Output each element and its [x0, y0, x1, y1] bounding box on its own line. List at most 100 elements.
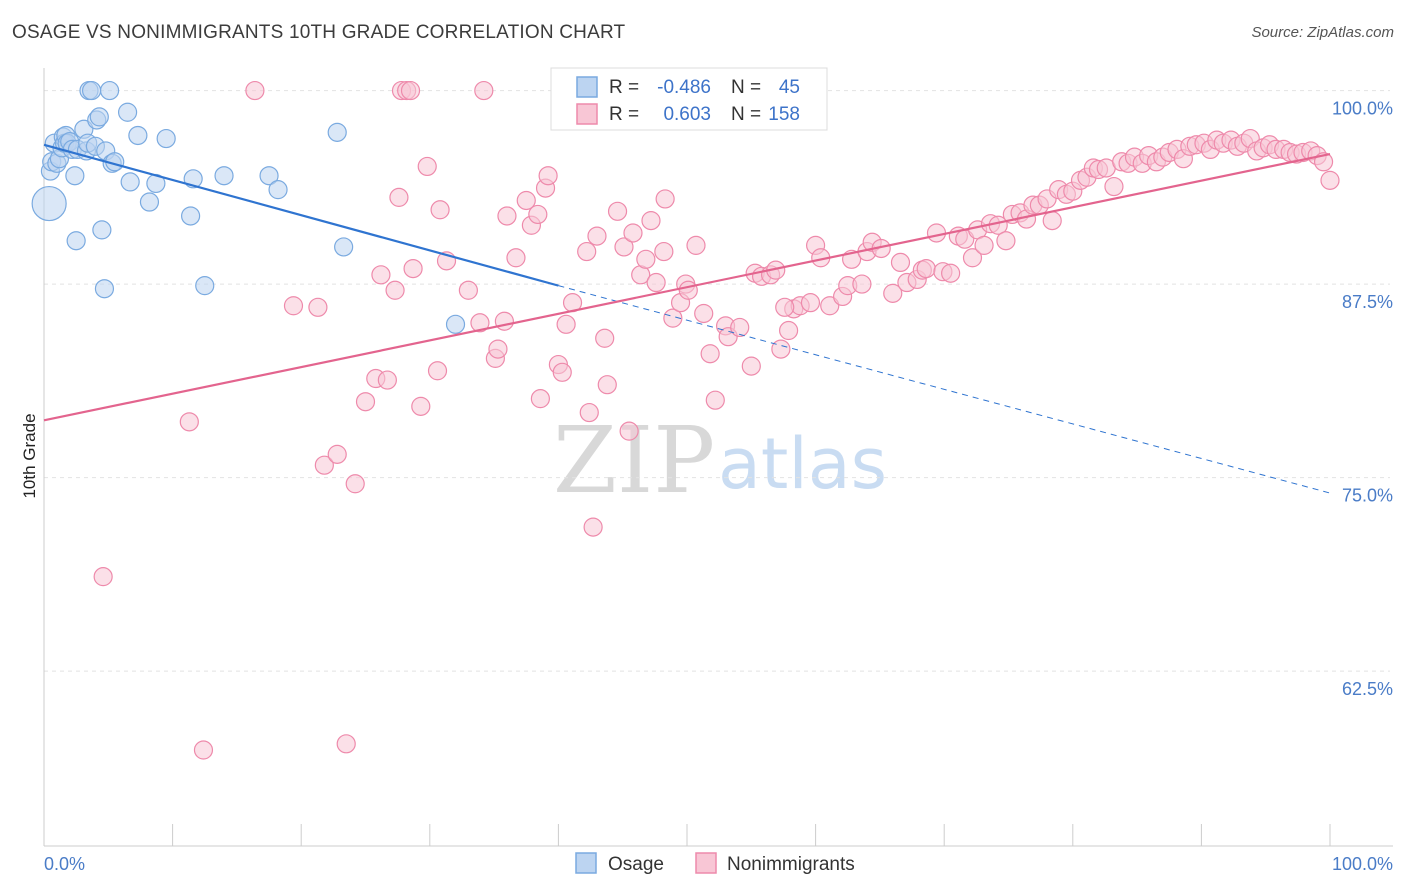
osage-n-value: 45: [779, 77, 800, 98]
nonimmigrants-point: [1320, 170, 1340, 190]
nonimmigrants-n-value: 158: [768, 104, 800, 125]
nonimmigrants-swatch-icon: [576, 103, 598, 125]
nonimmigrants-point: [93, 567, 113, 587]
nonimmigrants-point: [389, 187, 409, 207]
nonimmigrants-point: [371, 265, 391, 285]
nonimmigrants-point: [646, 272, 666, 293]
nonimmigrants-point: [583, 517, 603, 537]
osage-point: [117, 102, 138, 122]
y-tick-label-2: 87.5%: [1342, 292, 1393, 312]
stats-legend: R = -0.486 N = 45 R = 0.603 N = 158: [550, 67, 828, 131]
nonimmigrants-point: [411, 396, 431, 416]
nonimmigrants-point: [530, 389, 550, 409]
nonimmigrants-point: [579, 402, 599, 423]
nonimmigrants-point: [614, 237, 634, 257]
nonimmigrants-n-label: N =: [731, 104, 761, 125]
x-tick-label-min: 0.0%: [44, 854, 85, 874]
nonimmigrants-r-value: 0.603: [663, 104, 711, 125]
y-tick-label-1: 75.0%: [1342, 486, 1393, 506]
nonimmigrants-point: [506, 248, 526, 268]
watermark-atlas: atlas: [718, 423, 887, 505]
nonimmigrants-point: [775, 297, 795, 317]
osage-point: [214, 166, 234, 186]
legend-osage-label: Osage: [608, 854, 664, 875]
osage-point: [259, 166, 279, 186]
nonimmigrants-point: [655, 189, 675, 209]
nonimmigrants-point: [686, 235, 706, 255]
nonimmigrants-r-label: R =: [609, 104, 639, 125]
nonimmigrants-point: [962, 248, 983, 268]
nonimmigrants-point: [314, 455, 334, 475]
nonimmigrants-point: [308, 297, 328, 317]
osage-point: [327, 122, 347, 142]
osage-point: [120, 172, 140, 192]
nonimmigrants-trendline: [43, 152, 1331, 422]
nonimmigrants-point: [741, 356, 761, 376]
osage-point: [66, 231, 86, 251]
y-tick-labels: 62.5% 75.0% 87.5% 100.0%: [1332, 99, 1393, 699]
osage-trendline-extension: [558, 285, 1331, 494]
osage-point: [89, 107, 109, 127]
legend-nonimmigrants-icon: [695, 852, 717, 874]
osage-point: [31, 185, 67, 222]
y-axis-title: 10th Grade: [20, 413, 39, 498]
nonimmigrants-point: [470, 313, 490, 333]
nonimmigrants-point: [597, 375, 617, 395]
nonimmigrants-point: [552, 362, 572, 382]
osage-point: [334, 237, 354, 257]
nonimmigrants-point: [516, 190, 536, 211]
nonimmigrants-point: [820, 296, 840, 316]
nonimmigrants-point: [694, 303, 714, 324]
nonimmigrants-point: [474, 80, 494, 101]
nonimmigrants-point: [771, 339, 791, 359]
nonimmigrants-point: [663, 308, 683, 328]
nonimmigrants-point: [623, 223, 643, 243]
x-tick-label-max: 100.0%: [1332, 854, 1393, 874]
gridlines: [44, 90, 1390, 672]
nonimmigrants-point: [941, 263, 961, 283]
nonimmigrants-point: [355, 392, 376, 412]
osage-point: [81, 80, 102, 101]
nonimmigrants-point: [700, 344, 720, 364]
nonimmigrants-point: [730, 317, 750, 338]
nonimmigrants-point: [916, 258, 936, 279]
osage-point: [65, 166, 85, 186]
nonimmigrants-point: [538, 166, 558, 186]
nonimmigrants-point: [283, 296, 304, 316]
nonimmigrants-point: [345, 474, 365, 494]
source-label: Source: ZipAtlas.com: [1251, 24, 1394, 41]
osage-point: [268, 180, 288, 200]
osage-points: [31, 80, 466, 334]
osage-point: [139, 192, 160, 212]
nonimmigrants-point: [636, 249, 656, 269]
nonimmigrants-point: [778, 320, 799, 341]
osage-point: [128, 125, 148, 146]
legend-osage-icon: [575, 852, 597, 874]
series-legend: Osage Nonimmigrants: [575, 852, 855, 875]
nonimmigrants-point: [179, 412, 199, 432]
osage-point: [445, 314, 466, 334]
watermark: ZIP atlas: [553, 407, 887, 514]
nonimmigrants-point: [705, 390, 725, 410]
nonimmigrants-point: [926, 223, 947, 243]
nonimmigrants-point: [641, 211, 661, 231]
nonimmigrants-point: [193, 740, 214, 760]
osage-n-label: N =: [731, 77, 761, 98]
nonimmigrants-point: [528, 204, 548, 225]
nonimmigrants-point: [974, 235, 994, 255]
nonimmigrants-point: [458, 280, 478, 300]
nonimmigrants-point: [403, 258, 423, 279]
nonimmigrants-point: [497, 206, 517, 226]
nonimmigrants-point: [654, 241, 674, 262]
nonimmigrants-point: [336, 734, 356, 754]
osage-point: [195, 276, 215, 296]
nonimmigrants-point: [430, 200, 450, 220]
osage-point: [181, 206, 201, 226]
nonimmigrants-point: [245, 80, 265, 101]
nonimmigrants-point: [577, 241, 597, 262]
nonimmigrants-point: [417, 156, 437, 177]
nonimmigrants-point: [327, 444, 347, 464]
chart-title: OSAGE VS NONIMMIGRANTS 10TH GRADE CORREL…: [12, 22, 626, 43]
osage-r-label: R =: [609, 77, 639, 98]
